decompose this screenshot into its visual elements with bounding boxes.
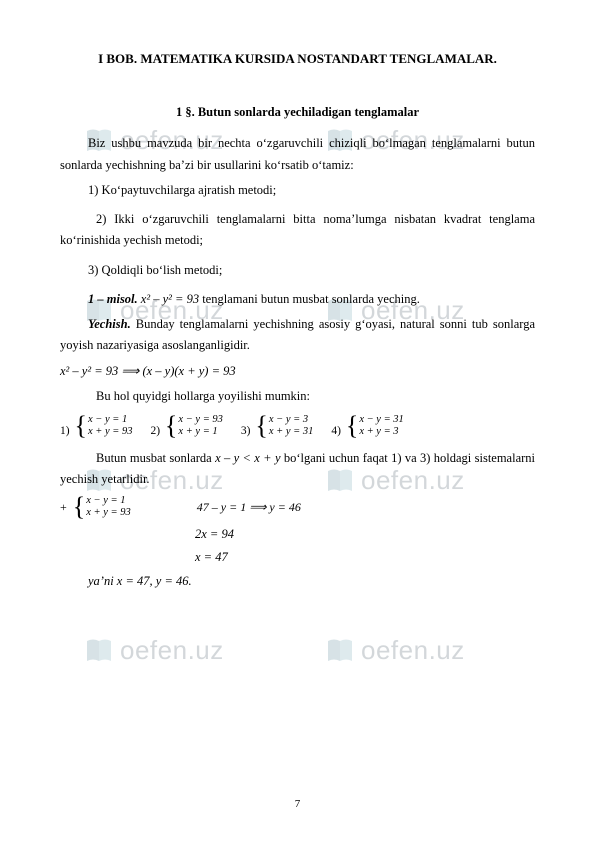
- result: yaʼni x = 47, y = 46.: [60, 571, 535, 592]
- page-content: I BOB. MATEMATIKA KURSIDA NOSTANDART TEN…: [60, 48, 535, 592]
- method-3: 3) Qoldiqli boʻlish metodi;: [60, 260, 535, 281]
- system-1: 1) { x − y = 1 x + y = 93: [60, 413, 132, 442]
- system-4: 4) { x − y = 31 x + y = 3: [331, 413, 403, 442]
- system-2-number: 2): [150, 425, 160, 437]
- system-2: 2) { x − y = 93 x + y = 1: [150, 413, 222, 442]
- factored-equation: x² – y² = 93 ⟹ (x – y)(x + y) = 93: [60, 361, 535, 382]
- system-1-eq1: x − y = 1: [88, 414, 133, 426]
- system-1-eq2: x + y = 93: [88, 426, 133, 438]
- systems-row: 1) { x − y = 1 x + y = 93 2) { x − y = 9…: [60, 413, 535, 442]
- eq-x: x = 47: [60, 547, 535, 568]
- system-1-number: 1): [60, 425, 70, 437]
- method-1: 1) Koʻpaytuvchilarga ajratish metodi;: [60, 180, 535, 201]
- positive-cases: Butun musbat sonlarda x – y < x + y boʻl…: [60, 448, 535, 491]
- book-icon: [84, 635, 114, 665]
- plus-eq1: x − y = 1: [86, 495, 131, 507]
- watermark: oefen.uz: [84, 628, 224, 672]
- cases-intro: Bu hol quyidgi hollarga yoyilishi mumkin…: [60, 386, 535, 407]
- section-heading: 1 §. Butun sonlarda yechiladigan tenglam…: [60, 102, 535, 123]
- plus-sign: +: [60, 497, 67, 517]
- page-number: 7: [0, 795, 595, 814]
- system-3: 3) { x − y = 3 x + y = 31: [241, 413, 313, 442]
- chapter-heading: I BOB. MATEMATIKA KURSIDA NOSTANDART TEN…: [60, 48, 535, 70]
- positive-cases-a: Butun musbat sonlarda: [96, 451, 215, 465]
- system-3-eq2: x + y = 31: [269, 426, 314, 438]
- watermark: oefen.uz: [325, 628, 465, 672]
- system-3-number: 3): [241, 425, 251, 437]
- example-label: 1 – misol.: [88, 292, 138, 306]
- solution-body: Bunday tenglamalarni yechishning asosiy …: [60, 317, 535, 352]
- watermark-text: oefen.uz: [120, 628, 224, 672]
- system-4-eq2: x + y = 3: [359, 426, 404, 438]
- example-equation: x² – y² = 93: [141, 292, 202, 306]
- result-text: yaʼni x = 47, y = 46.: [88, 574, 192, 588]
- example-1: 1 – misol. x² – y² = 93 tenglamani butun…: [60, 289, 535, 310]
- book-icon: [325, 635, 355, 665]
- implication-y: 47 – y = 1 ⟹ y = 46: [197, 497, 301, 517]
- plus-eq2: x + y = 93: [86, 507, 131, 519]
- solution-label: Yechish.: [88, 317, 131, 331]
- solution-paragraph: Yechish. Bunday tenglamalarni yechishnin…: [60, 314, 535, 357]
- system-3-eq1: x − y = 3: [269, 414, 314, 426]
- intro-paragraph: Biz ushbu mavzuda bir nechta oʻzgaruvchi…: [60, 133, 535, 176]
- example-tail: tenglamani butun musbat sonlarda yeching…: [202, 292, 420, 306]
- inequality: x – y < x + y: [215, 451, 280, 465]
- method-2: 2) Ikki oʻzgaruvchili tenglamalarni bitt…: [60, 209, 535, 252]
- system-4-number: 4): [331, 425, 341, 437]
- system-2-eq2: x + y = 1: [178, 426, 223, 438]
- system-4-eq1: x − y = 31: [359, 414, 404, 426]
- eq-2x: 2x = 94: [60, 524, 535, 545]
- system-2-eq1: x − y = 93: [178, 414, 223, 426]
- addition-system: + { x − y = 1 x + y = 93 47 – y = 1 ⟹ y …: [60, 494, 535, 520]
- watermark-text: oefen.uz: [361, 628, 465, 672]
